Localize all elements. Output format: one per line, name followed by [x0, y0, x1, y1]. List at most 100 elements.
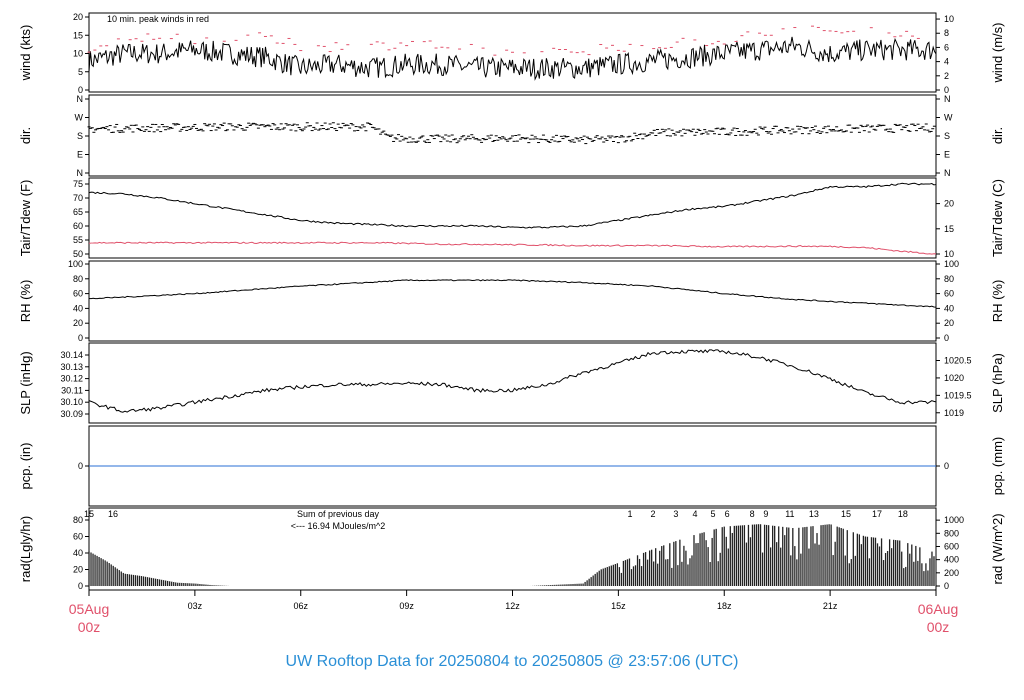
y-tick-label: 30.11 [61, 385, 83, 395]
y-tick-label: 30.10 [60, 397, 83, 407]
y-axis-label-right: wind (m/s) [990, 23, 1005, 84]
y-tick-label: 10 [944, 14, 954, 24]
y-tick-label: 1020.5 [944, 356, 972, 366]
rad-annotation: Sum of previous day [297, 509, 380, 519]
y-axis-label-right: pcp. (mm) [990, 437, 1005, 496]
y-axis-label-right: rad (W/m^2) [990, 513, 1005, 584]
y-tick-label: 0 [944, 85, 949, 95]
y-tick-label: 20 [944, 199, 954, 209]
x-tick-label: 06z [293, 601, 308, 611]
y-tick-label: S [944, 131, 950, 141]
y-tick-label: 60 [944, 289, 954, 299]
start-time: 00z [78, 619, 101, 635]
hour-label: 17 [872, 509, 882, 519]
annotation: 10 min. peak winds in red [107, 14, 209, 24]
hour-label: 2 [650, 509, 655, 519]
y-tick-label: 8 [944, 28, 949, 38]
hour-label: 13 [809, 509, 819, 519]
y-tick-label: 75 [73, 179, 83, 189]
panel-frame [88, 260, 937, 342]
y-tick-label: 80 [73, 274, 83, 284]
x-tick-label: 21z [823, 601, 838, 611]
hour-label: 5 [710, 509, 715, 519]
y-tick-label: 20 [944, 318, 954, 328]
tdew-series [88, 241, 937, 255]
y-tick-label: 55 [73, 235, 83, 245]
y-tick-label: 50 [73, 249, 83, 259]
hour-label: 11 [785, 509, 794, 519]
y-axis-label: rad(Lgly/hr) [18, 516, 33, 582]
y-axis-label: dir. [18, 127, 33, 144]
x-tick-label: 09z [399, 601, 414, 611]
y-tick-label: 20 [73, 12, 83, 22]
y-tick-label: W [75, 113, 84, 123]
y-tick-label: 40 [944, 303, 954, 313]
y-tick-label: 10 [944, 249, 954, 259]
y-tick-label: 65 [73, 207, 83, 217]
y-tick-label: 0 [944, 461, 949, 471]
rad-annotation: <--- 16.94 MJoules/m^2 [291, 521, 386, 531]
y-axis-label: RH (%) [18, 280, 33, 323]
y-tick-label: 0 [78, 85, 83, 95]
y-tick-label: 1020 [944, 373, 964, 383]
panel-frame [88, 177, 937, 259]
hour-label: 1 [628, 509, 633, 519]
y-tick-label: 1000 [944, 515, 964, 525]
y-tick-label: 600 [944, 541, 959, 551]
hour-label: 18 [898, 509, 908, 519]
y-tick-label: E [944, 150, 950, 160]
y-tick-label: E [77, 150, 83, 160]
y-tick-label: 15 [73, 30, 83, 40]
y-tick-label: 80 [944, 274, 954, 284]
y-tick-label: 40 [73, 548, 83, 558]
chart-title: UW Rooftop Data for 20250804 to 20250805… [286, 653, 739, 670]
y-tick-label: S [77, 131, 83, 141]
rh-series [88, 279, 937, 308]
hour-label: 9 [763, 509, 768, 519]
hour-label: 4 [692, 509, 697, 519]
hour-label: 6 [725, 509, 730, 519]
y-tick-label: W [944, 113, 953, 123]
y-tick-label: 800 [944, 528, 959, 538]
y-tick-label: 5 [78, 67, 83, 77]
wind-series [88, 36, 937, 81]
hour-label: 16 [108, 509, 118, 519]
y-tick-label: 0 [944, 581, 949, 591]
slp-series [88, 349, 937, 413]
y-axis-label-right: Tair/Tdew (C) [990, 179, 1005, 257]
y-tick-label: 0 [944, 333, 949, 343]
y-tick-label: 60 [73, 221, 83, 231]
y-tick-label: 0 [78, 333, 83, 343]
y-tick-label: 30.09 [60, 409, 83, 419]
y-tick-label: 100 [68, 259, 83, 269]
y-tick-label: N [77, 168, 84, 178]
hour-label: 3 [673, 509, 678, 519]
y-tick-label: 4 [944, 57, 949, 67]
y-tick-label: 400 [944, 555, 959, 565]
y-axis-label: wind (kts) [18, 25, 33, 82]
y-tick-label: 30.14 [60, 350, 83, 360]
y-tick-label: 0 [78, 581, 83, 591]
y-tick-label: 0 [78, 461, 83, 471]
end-date: 06Aug [918, 601, 958, 617]
y-tick-label: 60 [73, 532, 83, 542]
y-tick-label: 20 [73, 565, 83, 575]
start-date: 05Aug [69, 601, 109, 617]
y-tick-label: 40 [73, 303, 83, 313]
y-axis-label: SLP (inHg) [18, 351, 33, 414]
hour-label: 15 [84, 509, 94, 519]
y-tick-label: 70 [73, 193, 83, 203]
end-time: 00z [927, 619, 950, 635]
y-axis-label: pcp. (in) [18, 443, 33, 490]
y-tick-label: 30.12 [60, 374, 83, 384]
y-axis-label: Tair/Tdew (F) [18, 180, 33, 257]
x-tick-label: 18z [717, 601, 732, 611]
y-tick-label: 200 [944, 568, 959, 578]
y-tick-label: N [944, 94, 951, 104]
y-tick-label: 60 [73, 289, 83, 299]
x-tick-label: 03z [188, 601, 203, 611]
x-tick-label: 12z [505, 601, 520, 611]
y-tick-label: 6 [944, 42, 949, 52]
y-tick-label: 15 [944, 224, 954, 234]
y-tick-label: N [77, 94, 84, 104]
